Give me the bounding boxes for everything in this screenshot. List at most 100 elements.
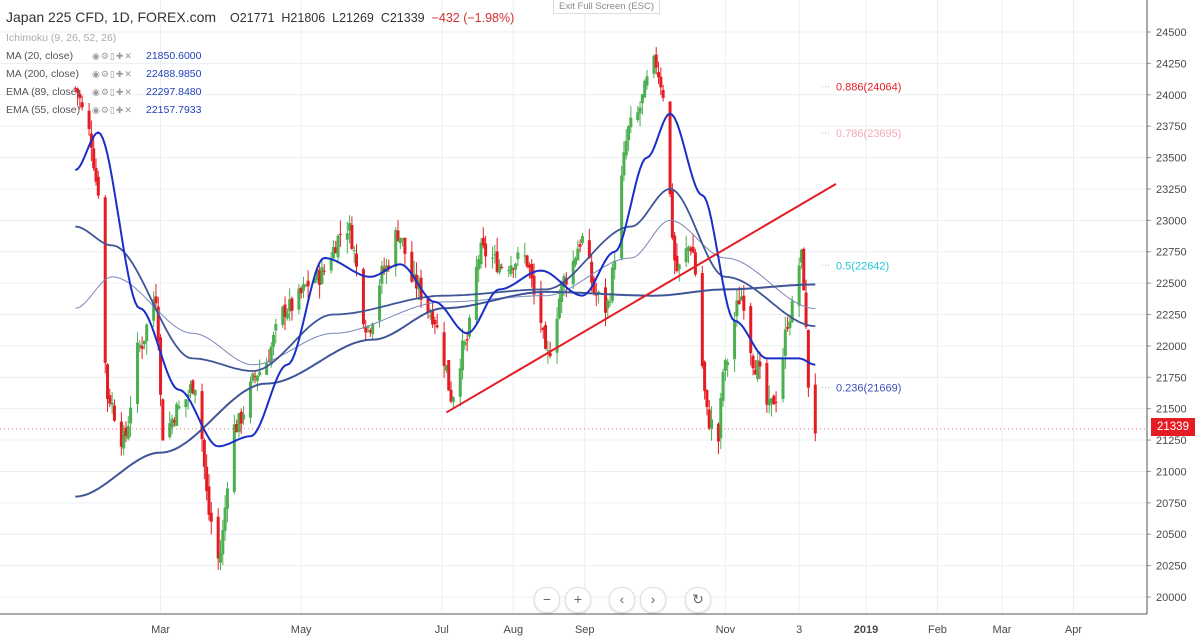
candle-body	[126, 426, 130, 439]
candle-body	[525, 255, 529, 267]
candle-body	[574, 258, 578, 265]
fib-level-label: 0.236(21669)	[836, 382, 901, 394]
candle-body	[802, 248, 806, 291]
candle-body	[622, 152, 626, 176]
candle-body	[523, 255, 527, 257]
candle-body	[684, 248, 688, 263]
candle-body	[783, 329, 787, 356]
candle-body	[769, 398, 773, 404]
candle-body	[500, 266, 504, 268]
candle-body	[557, 298, 561, 319]
indicator-controls-icon[interactable]: ◉⚙▯✚✕	[92, 69, 133, 79]
candle-body	[659, 76, 663, 88]
candle-body	[364, 326, 368, 333]
x-tick-label: Mar	[151, 624, 170, 636]
y-tick-label: 22750	[1156, 247, 1187, 259]
candle-body	[237, 413, 241, 433]
candle-body	[265, 363, 269, 375]
candle-body	[749, 306, 753, 354]
candle-body	[786, 327, 790, 329]
indicator-ema55[interactable]: EMA (55, close) ◉⚙▯✚✕ 22157.7933	[6, 104, 202, 116]
candle-body	[627, 126, 631, 141]
x-tick-label: 3	[796, 624, 802, 636]
candle-body	[433, 319, 437, 325]
candle-body	[87, 110, 91, 129]
y-tick-label: 23500	[1156, 153, 1187, 165]
candle-body	[705, 389, 709, 408]
candle-body	[218, 553, 222, 563]
candle-body	[207, 486, 211, 515]
candle-body	[629, 117, 633, 128]
high-value: H21806	[281, 11, 326, 25]
candle-body	[772, 395, 776, 405]
symbol-title[interactable]: Japan 225 CFD, 1D, FOREX.com	[6, 9, 217, 25]
candle-body	[511, 268, 515, 270]
candle-body	[753, 369, 757, 375]
candle-body	[175, 404, 179, 427]
ascending-trendline[interactable]	[445, 183, 837, 414]
candle-body	[394, 230, 398, 267]
candle-body	[447, 360, 451, 391]
candle-body	[345, 233, 349, 240]
candle-body	[378, 285, 382, 321]
zoom-out-button[interactable]: −	[534, 587, 560, 613]
indicator-ma200[interactable]: MA (200, close) ◉⚙▯✚✕ 22488.9850	[6, 68, 202, 80]
candle-body	[758, 361, 762, 367]
candle-body	[426, 298, 430, 313]
candle-body	[428, 315, 432, 317]
candle-body	[767, 398, 771, 406]
scroll-left-button[interactable]: ‹	[609, 587, 635, 613]
fib-level-label: 0.5(22642)	[836, 260, 889, 272]
candle-body	[135, 342, 139, 404]
indicator-controls-icon[interactable]: ◉⚙▯✚✕	[92, 87, 133, 97]
candle-body	[491, 257, 495, 259]
candle-body	[668, 101, 672, 195]
candle-body	[350, 224, 354, 249]
y-tick-label: 20000	[1156, 592, 1187, 604]
candle-body	[410, 251, 414, 282]
candle-body	[297, 288, 301, 310]
candle-body	[620, 175, 624, 259]
candle-body	[401, 238, 405, 240]
candle-body	[723, 360, 727, 371]
candle-body	[451, 397, 455, 402]
indicator-controls-icon[interactable]: ◉⚙▯✚✕	[92, 51, 133, 61]
candle-body	[806, 329, 810, 388]
indicator-ema89[interactable]: EMA (89, close) ◉⚙▯✚✕ 22297.8480	[6, 86, 202, 98]
candle-body	[710, 419, 714, 429]
y-tick-label: 21750	[1156, 372, 1187, 384]
candle-body	[110, 402, 114, 405]
indicator-ma20[interactable]: MA (20, close) ◉⚙▯✚✕ 21850.6000	[6, 50, 202, 62]
candle-body	[691, 246, 695, 253]
candle-body	[735, 300, 739, 317]
candle-body	[481, 237, 485, 246]
candle-body	[539, 290, 543, 323]
candle-body	[138, 344, 142, 348]
candle-body	[403, 237, 407, 254]
fib-levels: 0.886(24064) 0.786(23695) 0.5(22642) 0.236(…	[822, 82, 901, 394]
reset-chart-button[interactable]: ↻	[685, 587, 711, 613]
x-tick-label: 2019	[854, 624, 878, 636]
exit-fullscreen-button[interactable]: Exit Full Screen (ESC)	[553, 0, 661, 14]
grid-lines	[0, 0, 1147, 614]
candle-body	[774, 401, 778, 403]
zoom-in-button[interactable]: +	[565, 587, 591, 613]
candle-body	[624, 140, 628, 156]
candle-body	[225, 488, 229, 509]
candle-body	[331, 247, 335, 259]
candle-body	[193, 389, 197, 396]
candle-body	[608, 301, 612, 303]
trendline[interactable]	[445, 183, 837, 414]
candle-body	[636, 112, 640, 121]
candle-body	[288, 299, 292, 312]
candle-body	[380, 265, 384, 284]
candle-body	[467, 317, 471, 337]
candle-body	[756, 360, 760, 380]
candle-body	[790, 300, 794, 322]
scroll-right-button[interactable]: ›	[640, 587, 666, 613]
candle-body	[200, 391, 204, 440]
indicator-controls-icon[interactable]: ◉⚙▯✚✕	[92, 105, 133, 115]
y-tick-label: 22500	[1156, 278, 1187, 290]
indicator-ichimoku[interactable]: Ichimoku (9, 26, 52, 26)	[6, 32, 117, 44]
